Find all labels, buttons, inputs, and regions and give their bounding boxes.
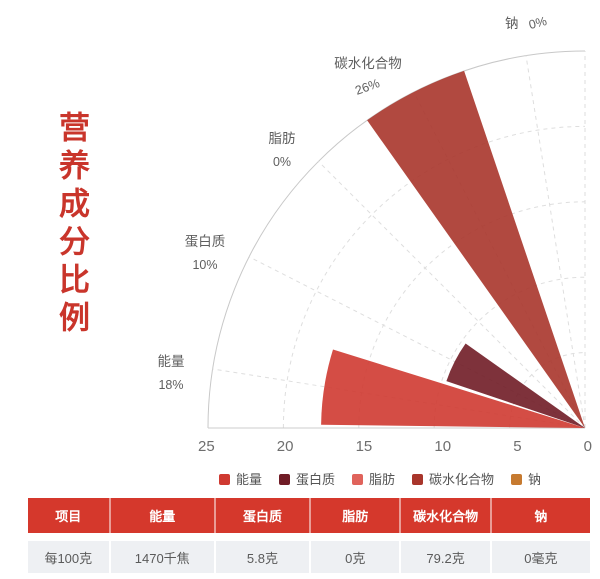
category-percent: 26% bbox=[353, 75, 383, 98]
radial-axis-ticks: 25 20 15 10 5 0 bbox=[198, 438, 592, 455]
category-percent: 0% bbox=[526, 14, 548, 33]
category-name: 脂肪 bbox=[268, 131, 296, 146]
legend-item-carbohydrate[interactable]: 碳水化合物 bbox=[412, 473, 494, 486]
category-label-energy: 能量 18% bbox=[141, 355, 201, 394]
legend-label: 钠 bbox=[528, 472, 542, 487]
axis-tick: 20 bbox=[276, 438, 294, 455]
table-header-cell: 碳水化合物 bbox=[399, 498, 489, 533]
legend-item-fat[interactable]: 脂肪 bbox=[351, 472, 395, 487]
table-cell: 0克 bbox=[309, 541, 399, 573]
legend-swatch-icon bbox=[278, 474, 290, 485]
table-cell: 1470千焦 bbox=[108, 541, 214, 573]
axis-tick: 25 bbox=[198, 438, 215, 455]
nutrition-table: 项目 能量 蛋白质 脂肪 碳水化合物 钠 每100克 1470千焦 5.8克 0… bbox=[28, 498, 590, 573]
axis-tick: 15 bbox=[355, 438, 373, 455]
table-header-row: 项目 能量 蛋白质 脂肪 碳水化合物 钠 bbox=[28, 498, 590, 533]
legend-swatch-icon bbox=[511, 474, 523, 485]
sector-蛋白质[interactable] bbox=[446, 343, 585, 429]
grid-radial-line bbox=[525, 55, 586, 429]
category-label-fat: 脂肪 0% bbox=[250, 132, 314, 171]
legend-label: 能量 bbox=[235, 472, 262, 487]
table-header-cell: 项目 bbox=[55, 509, 82, 524]
grid-radial-line bbox=[318, 161, 586, 429]
grid-radial-line bbox=[212, 368, 586, 429]
category-name: 能量 bbox=[157, 354, 185, 369]
category-name: 碳水化合物 bbox=[334, 56, 402, 71]
table-cell: 0毫克 bbox=[489, 541, 590, 573]
legend-label: 碳水化合物 bbox=[429, 472, 495, 487]
table-cell: 每100克 bbox=[44, 550, 93, 566]
category-name: 钠 bbox=[505, 16, 519, 31]
category-label-protein: 蛋白质 10% bbox=[168, 235, 242, 274]
category-percent: 18% bbox=[158, 377, 184, 392]
table-header-cell: 能量 bbox=[108, 498, 214, 533]
category-percent: 0% bbox=[272, 154, 292, 169]
legend-item-protein[interactable]: 蛋白质 bbox=[278, 472, 335, 487]
legend-label: 蛋白质 bbox=[295, 472, 335, 487]
table-header-cell: 脂肪 bbox=[309, 498, 399, 533]
page-title: 营养成分比例 bbox=[54, 111, 89, 339]
axis-tick: 5 bbox=[513, 438, 522, 455]
table-header-cell: 蛋白质 bbox=[213, 498, 309, 533]
legend-swatch-icon bbox=[412, 474, 423, 485]
table-header-cell: 钠 bbox=[489, 498, 590, 533]
legend-label: 脂肪 bbox=[368, 472, 395, 487]
chart-legend: 能量 蛋白质 脂肪 碳水化合物 钠 bbox=[160, 473, 600, 486]
legend-item-energy[interactable]: 能量 bbox=[218, 472, 262, 487]
category-label-sodium: 钠 0% bbox=[505, 14, 575, 33]
legend-item-sodium[interactable]: 钠 bbox=[511, 473, 541, 486]
sector-能量[interactable] bbox=[321, 349, 585, 429]
category-label-carbohydrate: 碳水化合物 26% bbox=[325, 56, 411, 98]
sector-碳水化合物[interactable] bbox=[367, 70, 585, 429]
grid-radial-line bbox=[248, 256, 586, 429]
axis-tick: 10 bbox=[434, 438, 452, 455]
table-row: 每100克 1470千焦 5.8克 0克 79.2克 0毫克 bbox=[28, 541, 590, 573]
category-percent: 10% bbox=[192, 257, 218, 272]
legend-swatch-icon bbox=[351, 474, 363, 485]
nutrition-polar-chart bbox=[207, 50, 586, 429]
axis-tick: 0 bbox=[583, 438, 592, 455]
category-name: 蛋白质 bbox=[184, 234, 226, 249]
table-cell: 79.2克 bbox=[399, 541, 489, 573]
legend-swatch-icon bbox=[218, 474, 230, 485]
table-cell: 5.8克 bbox=[213, 541, 309, 573]
